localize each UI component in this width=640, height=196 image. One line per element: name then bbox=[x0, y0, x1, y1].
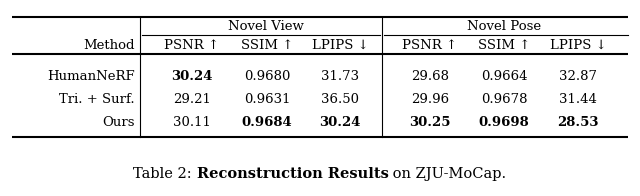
Text: LPIPS ↓: LPIPS ↓ bbox=[312, 38, 369, 52]
Text: Method: Method bbox=[83, 38, 135, 52]
Text: Ours: Ours bbox=[102, 115, 135, 129]
Text: Table 2:: Table 2: bbox=[133, 167, 196, 181]
Text: 0.9678: 0.9678 bbox=[481, 93, 527, 105]
Text: 31.44: 31.44 bbox=[559, 93, 597, 105]
Text: 28.53: 28.53 bbox=[557, 115, 599, 129]
Text: SSIM ↑: SSIM ↑ bbox=[478, 38, 530, 52]
Text: 29.68: 29.68 bbox=[411, 70, 449, 83]
Text: on ZJU-MoCap.: on ZJU-MoCap. bbox=[388, 167, 507, 181]
Text: Novel View: Novel View bbox=[228, 19, 304, 33]
Text: PSNR ↑: PSNR ↑ bbox=[164, 38, 220, 52]
Text: 29.96: 29.96 bbox=[411, 93, 449, 105]
Text: 29.21: 29.21 bbox=[173, 93, 211, 105]
Text: 32.87: 32.87 bbox=[559, 70, 597, 83]
Text: 0.9698: 0.9698 bbox=[479, 115, 529, 129]
Text: 30.11: 30.11 bbox=[173, 115, 211, 129]
Text: 30.24: 30.24 bbox=[172, 70, 212, 83]
Text: PSNR ↑: PSNR ↑ bbox=[403, 38, 458, 52]
Text: LPIPS ↓: LPIPS ↓ bbox=[550, 38, 606, 52]
Text: 36.50: 36.50 bbox=[321, 93, 359, 105]
Text: 0.9631: 0.9631 bbox=[244, 93, 291, 105]
Text: Tri. + Surf.: Tri. + Surf. bbox=[60, 93, 135, 105]
Text: Novel Pose: Novel Pose bbox=[467, 19, 541, 33]
Text: 0.9680: 0.9680 bbox=[244, 70, 290, 83]
Text: 30.25: 30.25 bbox=[409, 115, 451, 129]
Text: Reconstruction Results: Reconstruction Results bbox=[196, 167, 388, 181]
Text: 0.9664: 0.9664 bbox=[481, 70, 527, 83]
Text: 30.24: 30.24 bbox=[319, 115, 361, 129]
Text: 31.73: 31.73 bbox=[321, 70, 359, 83]
Text: 0.9684: 0.9684 bbox=[242, 115, 292, 129]
Text: HumanNeRF: HumanNeRF bbox=[47, 70, 135, 83]
Text: SSIM ↑: SSIM ↑ bbox=[241, 38, 293, 52]
